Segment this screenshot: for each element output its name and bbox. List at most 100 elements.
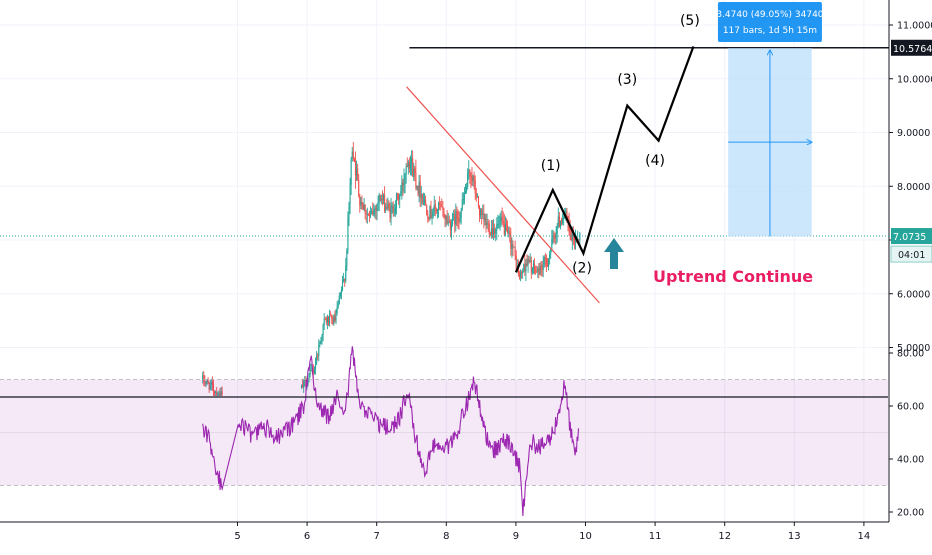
candle-body bbox=[514, 246, 516, 256]
candle-body bbox=[488, 223, 490, 234]
candle-body bbox=[548, 259, 550, 267]
rsi-y-tick-label: 40.00 bbox=[897, 455, 924, 466]
rsi-y-tick-label: 20.00 bbox=[897, 508, 924, 519]
candle-body bbox=[464, 191, 467, 194]
candle-body bbox=[334, 316, 336, 321]
target-price-label-bg bbox=[891, 39, 932, 56]
candle-body bbox=[510, 235, 512, 249]
candle-body bbox=[307, 378, 309, 385]
candle-body bbox=[384, 194, 386, 211]
up-arrow-icon bbox=[604, 238, 624, 269]
candle-body bbox=[477, 197, 480, 207]
candle-body bbox=[530, 260, 532, 273]
candle-body bbox=[340, 290, 342, 294]
candle-body bbox=[302, 384, 304, 388]
candle-body bbox=[468, 170, 470, 173]
candle-body bbox=[551, 238, 553, 249]
candle-body bbox=[391, 205, 393, 208]
y-tick-label: 8.0000 bbox=[897, 182, 930, 193]
candle-body bbox=[452, 214, 454, 225]
candle-body bbox=[532, 263, 535, 268]
candle-body bbox=[518, 273, 520, 277]
candle-body bbox=[554, 236, 556, 239]
y-tick-label: 6.0000 bbox=[897, 289, 930, 300]
candle-body bbox=[344, 278, 346, 281]
candle-body bbox=[453, 214, 455, 215]
candle-body bbox=[528, 259, 530, 263]
candle-body bbox=[208, 382, 210, 390]
candle-body bbox=[316, 355, 318, 364]
candle-body bbox=[570, 232, 572, 241]
candle-body bbox=[388, 203, 390, 208]
y-tick-label: 10.0000 bbox=[897, 74, 932, 85]
candle-body bbox=[458, 220, 460, 222]
candle-body bbox=[555, 234, 557, 239]
candle-body bbox=[560, 221, 563, 224]
candle-body bbox=[526, 263, 528, 266]
candle-body bbox=[490, 228, 492, 235]
wave-label: (5) bbox=[680, 13, 700, 29]
candle-body bbox=[347, 217, 349, 251]
candle-body bbox=[419, 181, 421, 198]
candle-body bbox=[216, 392, 218, 396]
candle-body bbox=[390, 207, 392, 219]
candle-body bbox=[219, 393, 221, 396]
candle-body bbox=[212, 384, 215, 391]
candle-body bbox=[317, 355, 319, 357]
candle-body bbox=[373, 209, 375, 215]
candle-body bbox=[337, 304, 339, 307]
annotation-text: Uptrend Continue bbox=[653, 267, 813, 286]
rsi-y-tick-label: 80.00 bbox=[897, 349, 924, 360]
candle-body bbox=[395, 194, 398, 208]
candle-body bbox=[529, 260, 531, 263]
candle-body bbox=[507, 225, 509, 233]
candle-body bbox=[445, 216, 447, 219]
candle-body bbox=[209, 384, 211, 390]
candle-body bbox=[406, 165, 408, 167]
candle-body bbox=[498, 223, 500, 225]
candle-body bbox=[501, 216, 503, 221]
candle-body bbox=[569, 227, 571, 233]
candle-body bbox=[349, 184, 351, 204]
candle-body bbox=[440, 204, 442, 207]
candle-body bbox=[482, 213, 484, 215]
candle-body bbox=[491, 228, 494, 235]
candle-body bbox=[523, 263, 525, 272]
candle-body bbox=[321, 335, 323, 341]
candle-body bbox=[392, 205, 394, 213]
candle-body bbox=[335, 312, 337, 321]
candle-body bbox=[415, 172, 417, 188]
candle-body bbox=[504, 224, 506, 235]
candle-body bbox=[409, 163, 412, 169]
candle-body bbox=[382, 194, 385, 200]
candle-body bbox=[330, 315, 332, 317]
candle-body bbox=[221, 391, 223, 395]
candle-body bbox=[436, 209, 439, 212]
candle-body bbox=[324, 318, 326, 320]
candle-body bbox=[332, 318, 334, 324]
candle-body bbox=[428, 217, 430, 220]
candle-body bbox=[505, 224, 508, 226]
candle-body bbox=[400, 191, 402, 195]
candle-body bbox=[374, 208, 376, 210]
rsi-y-tick-label: 60.00 bbox=[897, 402, 924, 413]
candle-body bbox=[362, 205, 364, 210]
candle-body bbox=[399, 194, 401, 200]
candle-body bbox=[414, 168, 416, 173]
candle-body bbox=[343, 278, 345, 282]
candle-body bbox=[422, 201, 424, 203]
candle-body bbox=[478, 206, 481, 216]
candle-body bbox=[404, 174, 406, 181]
candle-body bbox=[446, 216, 448, 224]
candle-body bbox=[215, 392, 217, 394]
candle-body bbox=[389, 207, 391, 219]
candle-body bbox=[448, 221, 450, 223]
x-tick-label: 10 bbox=[579, 531, 592, 542]
candle-body bbox=[508, 231, 510, 233]
candle-body bbox=[425, 199, 427, 206]
candle-body bbox=[326, 317, 328, 323]
candle-body bbox=[378, 194, 380, 203]
candle-body bbox=[407, 161, 409, 167]
wave-label: (1) bbox=[541, 158, 561, 174]
candle-body bbox=[379, 194, 381, 201]
